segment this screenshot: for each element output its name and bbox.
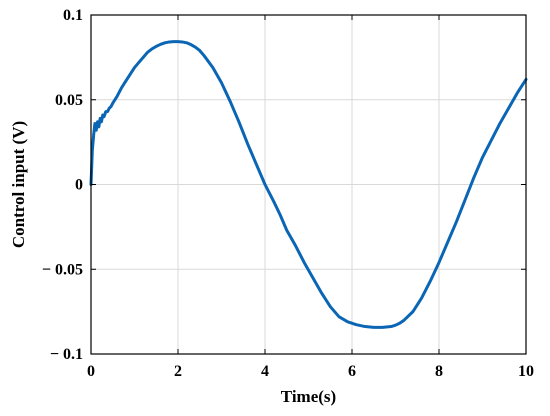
x-tick-label: 10 — [518, 363, 534, 380]
y-tick-label: − 0.1 — [50, 346, 83, 363]
y-axis-title: Control input (V) — [9, 121, 28, 248]
x-axis-title: Time(s) — [281, 387, 336, 406]
y-tick-labels: 0.1 0.05 0 − 0.05 − 0.1 — [42, 7, 83, 363]
y-tick-label: 0.1 — [63, 7, 83, 24]
x-tick-label: 2 — [174, 363, 182, 380]
y-tick-label: − 0.05 — [42, 261, 83, 278]
y-tick-label: 0.05 — [55, 92, 83, 109]
x-tick-label: 8 — [435, 363, 443, 380]
tick-marks — [90, 14, 527, 355]
grid-lines — [91, 15, 526, 354]
series-line — [89, 40, 528, 329]
x-tick-label: 4 — [261, 363, 269, 380]
y-tick-label: 0 — [75, 177, 83, 194]
x-tick-label: 0 — [87, 363, 95, 380]
x-tick-label: 6 — [348, 363, 356, 380]
series-layer — [89, 40, 528, 329]
x-tick-labels: 0 2 4 6 8 10 — [87, 363, 534, 380]
